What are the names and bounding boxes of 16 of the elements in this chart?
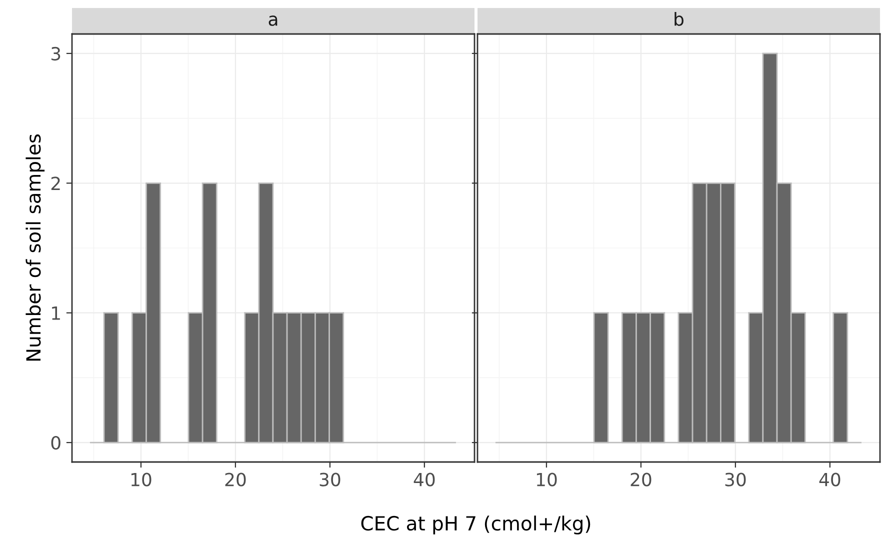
x-tick-label: 30 [320,472,340,486]
chart-title: a [268,16,278,26]
x-tick-label: 20 [225,472,246,486]
x-tick-label: 10 [536,472,557,486]
y-tick-label: 3 [51,46,60,61]
chart-title: b [674,12,684,26]
x-tick-label: 40 [819,472,840,486]
x-tick-label: 40 [414,472,435,486]
y-tick-label: 0 [51,436,60,450]
y-axis-title: Number of soil samples [26,134,45,361]
x-tick-label: 20 [630,472,652,486]
x-axis-title: CEC at pH 7 (cmol+/kg) [361,516,590,534]
x-tick-label: 10 [131,472,152,486]
y-tick-label: 2 [51,176,60,190]
x-tick-label: 30 [725,472,746,486]
y-tick-label: 1 [52,306,60,320]
